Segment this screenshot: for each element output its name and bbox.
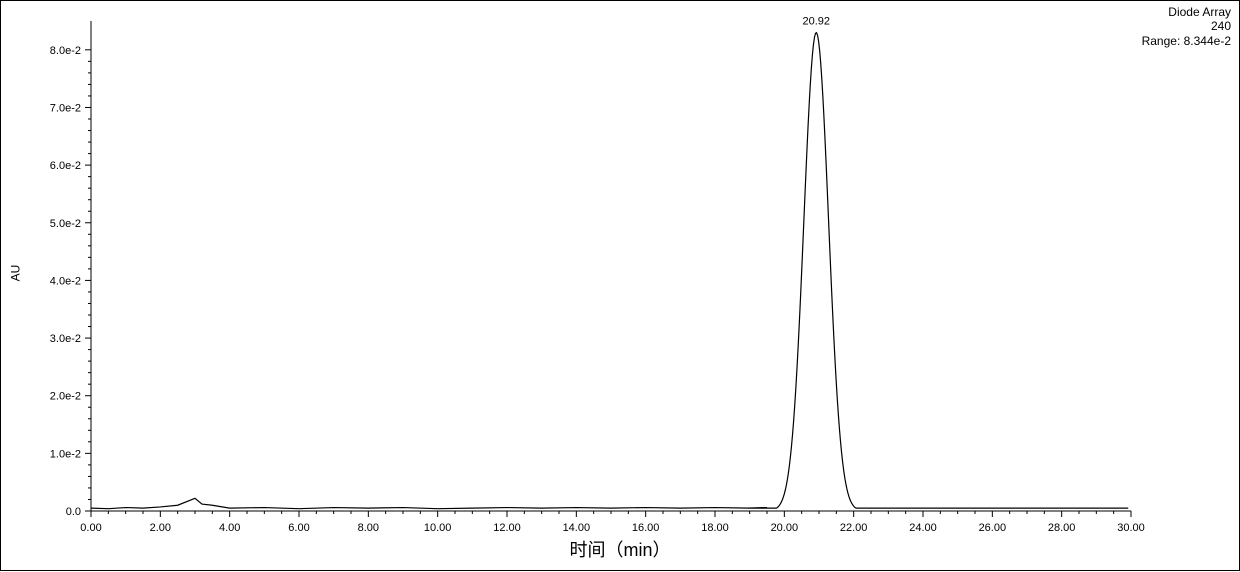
- svg-text:12.00: 12.00: [493, 522, 521, 534]
- svg-text:1.0e-2: 1.0e-2: [50, 448, 81, 460]
- svg-text:16.00: 16.00: [632, 522, 660, 534]
- svg-text:8.00: 8.00: [358, 522, 379, 534]
- svg-text:18.00: 18.00: [701, 522, 729, 534]
- svg-text:8.0e-2: 8.0e-2: [50, 45, 81, 57]
- svg-text:5.0e-2: 5.0e-2: [50, 218, 81, 230]
- svg-text:6.0e-2: 6.0e-2: [50, 160, 81, 172]
- svg-text:10.00: 10.00: [424, 522, 452, 534]
- svg-text:3.0e-2: 3.0e-2: [50, 333, 81, 345]
- svg-text:7.0e-2: 7.0e-2: [50, 102, 81, 114]
- chromatogram-plot: 0.0 1.0e-2 2.0e-2 3.0e-2 4.0e-2 5.0e-2 6.0e-2 7…: [1, 1, 1240, 572]
- svg-text:28.00: 28.00: [1048, 522, 1076, 534]
- svg-text:4.0e-2: 4.0e-2: [50, 275, 81, 287]
- svg-text:2.00: 2.00: [150, 522, 171, 534]
- svg-text:30.00: 30.00: [1117, 522, 1145, 534]
- svg-text:24.00: 24.00: [909, 522, 937, 534]
- svg-text:20.00: 20.00: [771, 522, 799, 534]
- svg-text:2.0e-2: 2.0e-2: [50, 391, 81, 403]
- svg-text:0.0: 0.0: [66, 506, 81, 518]
- svg-text:26.00: 26.00: [979, 522, 1007, 534]
- svg-text:0.00: 0.00: [80, 522, 101, 534]
- chromatogram-container: Diode Array 240 Range: 8.344e-2 AU 时间（mi…: [0, 0, 1240, 571]
- svg-text:4.00: 4.00: [219, 522, 240, 534]
- svg-text:20.92: 20.92: [802, 16, 830, 28]
- svg-text:14.00: 14.00: [563, 522, 591, 534]
- svg-text:6.00: 6.00: [288, 522, 309, 534]
- svg-text:22.00: 22.00: [840, 522, 868, 534]
